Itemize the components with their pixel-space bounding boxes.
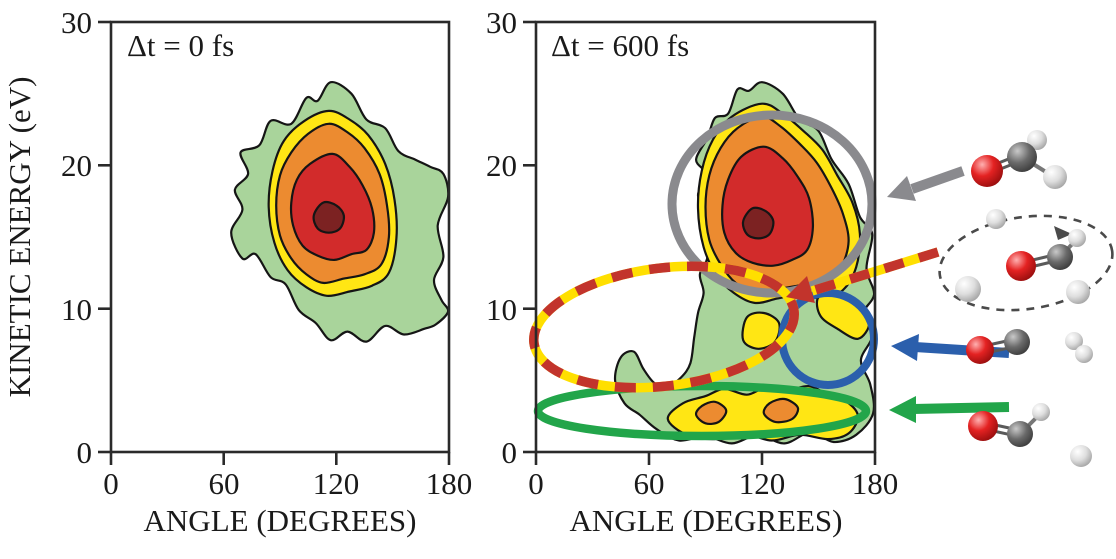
oxygen-atom [968,411,998,441]
y-tick-label: 10 [486,292,517,327]
hydrogen-atom [1027,130,1047,150]
left-panel-frame [109,20,451,454]
right-panel: 0 60 120 180 30 20 10 0 ANGLE (DEGREES) … [486,5,940,538]
x-axis-title: ANGLE (DEGREES) [144,503,417,538]
orbit-arrowhead-icon [1054,226,1072,240]
carbon-atom [1007,142,1037,172]
hydrogen-atom [955,276,981,302]
x-tick-label: 180 [852,466,899,501]
molecule-diagrams [887,130,1114,467]
hydrogen-atom [1032,403,1050,421]
y-axis-title: KINETIC ENERGY (eV) [2,77,37,398]
red-yellow-dashed-ellipse [529,261,799,393]
right-panel-frame [534,20,877,454]
y-tick-label: 20 [486,148,517,183]
y-tick-label: 20 [61,148,92,183]
hydrogen-atom [1065,332,1083,350]
hydrogen-atom [1068,229,1086,247]
y-tick-label: 10 [61,292,92,327]
left-panel: 0 60 120 180 30 20 10 0 ANGLE (DEGREES) … [2,5,472,538]
contour-region-orange [694,400,728,426]
carbon-atom [1007,421,1033,447]
y-tick-label: 0 [502,435,518,470]
contour-region-orange [762,397,800,424]
gray-highlight-circle [667,110,877,298]
oxygen-atom [966,336,994,364]
carbon-atom [1004,329,1030,355]
right-contour-plot [613,81,875,445]
x-tick-label: 60 [634,466,665,501]
oxygen-atom [971,155,1003,187]
y-tick-label: 0 [77,435,93,470]
red-arrowhead-icon [786,276,815,303]
contour-region-darkred [312,200,346,234]
hydrogen-atom [1075,345,1093,363]
x-tick-label: 0 [103,466,119,501]
hydrogen-atom [986,209,1006,229]
y-tick-label: 30 [61,5,92,40]
gray-arrow-icon [887,166,965,201]
contour-region-darkred [741,206,775,240]
x-tick-label: 180 [426,466,473,501]
co-h2-molecule-icon [966,329,1093,364]
green-arrow-icon [889,396,1010,423]
hydrogen-atom [1070,445,1092,467]
left-panel-label: Δt = 0 fs [127,28,234,63]
right-panel-label: Δt = 600 fs [551,28,689,63]
oxygen-atom [1006,251,1036,281]
hydrogen-atom [1043,165,1067,189]
contour-region-red [721,145,815,267]
x-tick-label: 60 [209,466,240,501]
y-tick-label: 30 [486,5,517,40]
green-highlight-ellipse [533,381,871,441]
hco-roaming-h-molecule-icon [938,209,1114,312]
roaming-orbit-icon [938,214,1114,312]
carbon-atom [1047,244,1073,270]
hydrogen-atom [1066,280,1090,304]
hco-h-molecule-icon [968,403,1092,467]
h2co-molecule-icon [971,130,1067,189]
x-tick-label: 120 [313,466,360,501]
left-contour-plot [230,80,449,343]
x-axis-title: ANGLE (DEGREES) [570,503,843,538]
x-tick-label: 120 [739,466,786,501]
x-tick-label: 0 [528,466,544,501]
